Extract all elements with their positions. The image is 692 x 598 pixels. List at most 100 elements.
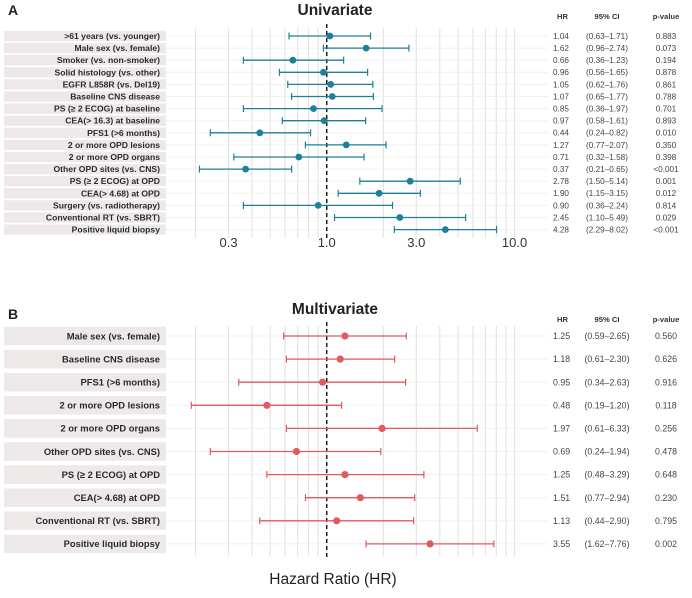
- row-label-background: [4, 139, 166, 151]
- row-label: Positive liquid biopsy: [72, 225, 161, 235]
- p-value: 0.073: [656, 44, 677, 53]
- hr-value: 0.48: [553, 400, 570, 410]
- column-header-hr: HR: [557, 315, 568, 324]
- ci-value: (0.32–1.58): [586, 153, 628, 162]
- row-label-background: [4, 55, 166, 66]
- p-value: 0.814: [656, 201, 677, 210]
- p-value: 0.256: [655, 423, 677, 433]
- row-label-background: [4, 349, 166, 369]
- row-label-background: [4, 465, 166, 484]
- row-label-background: [4, 103, 166, 114]
- hr-value: 0.37: [553, 165, 569, 174]
- hr-value: 1.25: [553, 470, 570, 480]
- ci-value: (0.96–2.74): [586, 44, 628, 53]
- column-header-ci: 95% CI: [595, 12, 620, 21]
- hr-value: 1.18: [553, 354, 570, 364]
- row-label-background: [4, 163, 166, 175]
- ci-value: (0.48–3.29): [585, 470, 630, 480]
- ci-value: (0.24–1.94): [585, 447, 630, 457]
- ci-value: (0.61–6.33): [585, 423, 630, 433]
- ci-value: (0.56–1.65): [586, 68, 628, 77]
- ci-value: (0.77–2.94): [585, 493, 630, 503]
- row-label-background: [4, 67, 166, 78]
- x-tick-label: 10.0: [502, 235, 527, 250]
- row-label: CEA(> 4.68) at OPD: [81, 188, 160, 198]
- p-value: 0.398: [656, 153, 677, 162]
- row-label: Male sex (vs. female): [67, 330, 160, 341]
- panel-title: Univariate: [298, 2, 373, 19]
- column-header-p: p-value: [653, 12, 680, 21]
- row-label-background: [4, 127, 166, 138]
- row-label-background: [4, 534, 166, 554]
- hr-value: 1.90: [553, 189, 569, 198]
- hr-point: [318, 378, 327, 386]
- ci-value: (1.15–3.15): [586, 189, 628, 198]
- p-value: 0.883: [656, 32, 677, 41]
- hr-point: [263, 401, 271, 409]
- row-label-background: [4, 30, 166, 42]
- row-label: Conventional RT (vs. SBRT): [46, 213, 160, 223]
- row-label: CEA(> 4.68) at OPD: [74, 492, 160, 503]
- hr-value: 1.51: [553, 493, 570, 503]
- ci-value: (0.63–1.71): [586, 32, 628, 41]
- hr-point: [406, 177, 414, 185]
- p-value: 0.788: [656, 92, 677, 101]
- row-label: Positive liquid biopsy: [64, 538, 161, 549]
- hr-value: 1.62: [553, 44, 569, 53]
- p-value: <0.001: [653, 225, 679, 234]
- hr-point: [289, 56, 297, 64]
- p-value: 0.478: [655, 447, 677, 457]
- hr-point: [314, 202, 322, 209]
- p-value: <0.001: [653, 165, 679, 174]
- p-value: 0.795: [655, 516, 677, 526]
- row-label-background: [4, 488, 166, 507]
- p-value: 0.010: [656, 129, 677, 138]
- ci-value: (0.65–1.77): [586, 92, 628, 101]
- row-label-background: [4, 326, 166, 346]
- row-label: 2 or more OPD lesions: [59, 400, 160, 411]
- row-label-background: [4, 176, 166, 187]
- x-tick-label: 3.0: [407, 235, 425, 250]
- row-label-background: [4, 511, 166, 531]
- row-label-background: [4, 419, 166, 438]
- ci-value: (0.59–2.65): [585, 331, 630, 341]
- hr-value: 4.28: [553, 225, 569, 234]
- row-label-background: [4, 151, 166, 163]
- hr-point: [362, 44, 370, 52]
- p-value: 0.002: [655, 539, 677, 549]
- hr-value: 2.78: [553, 177, 569, 186]
- p-value: 0.012: [656, 189, 677, 198]
- hr-value: 0.71: [553, 153, 569, 162]
- hr-point: [320, 117, 328, 125]
- row-label: Baseline CNS disease: [62, 353, 160, 364]
- hr-point: [333, 517, 341, 525]
- row-label-background: [4, 396, 166, 415]
- ci-value: (0.44–2.90): [585, 516, 630, 526]
- column-header-hr: HR: [557, 12, 568, 21]
- hr-point: [326, 32, 334, 40]
- hr-point: [441, 226, 449, 234]
- p-value: 0.648: [655, 470, 677, 480]
- ci-value: (0.24–0.82): [586, 129, 628, 138]
- p-value: 0.893: [656, 117, 677, 126]
- ci-value: (2.29–8.02): [586, 225, 628, 234]
- ci-value: (0.21–0.65): [586, 165, 628, 174]
- row-label: PFS1 (>6 months): [87, 128, 160, 138]
- row-label: 2 or more OPD lesions: [68, 140, 160, 150]
- row-label: Other OPD sites (vs. CNS): [44, 446, 160, 457]
- ci-value: (0.34–2.63): [585, 377, 630, 387]
- hr-point: [396, 214, 404, 221]
- hr-point: [320, 68, 327, 76]
- p-value: 0.001: [656, 177, 677, 186]
- hr-value: 0.95: [553, 377, 570, 387]
- row-label: EGFR L858R (vs. Del19): [63, 79, 161, 89]
- hr-point: [356, 494, 364, 502]
- hr-value: 1.05: [553, 80, 569, 89]
- row-label-background: [4, 115, 166, 126]
- row-label: PS (≥ 2 ECOG) at baseline: [54, 104, 160, 114]
- row-label: Male sex (vs. female): [74, 43, 160, 53]
- hr-value: 0.69: [553, 447, 570, 457]
- row-label: >61 years (vs. younger): [64, 31, 160, 41]
- row-label-background: [4, 42, 166, 54]
